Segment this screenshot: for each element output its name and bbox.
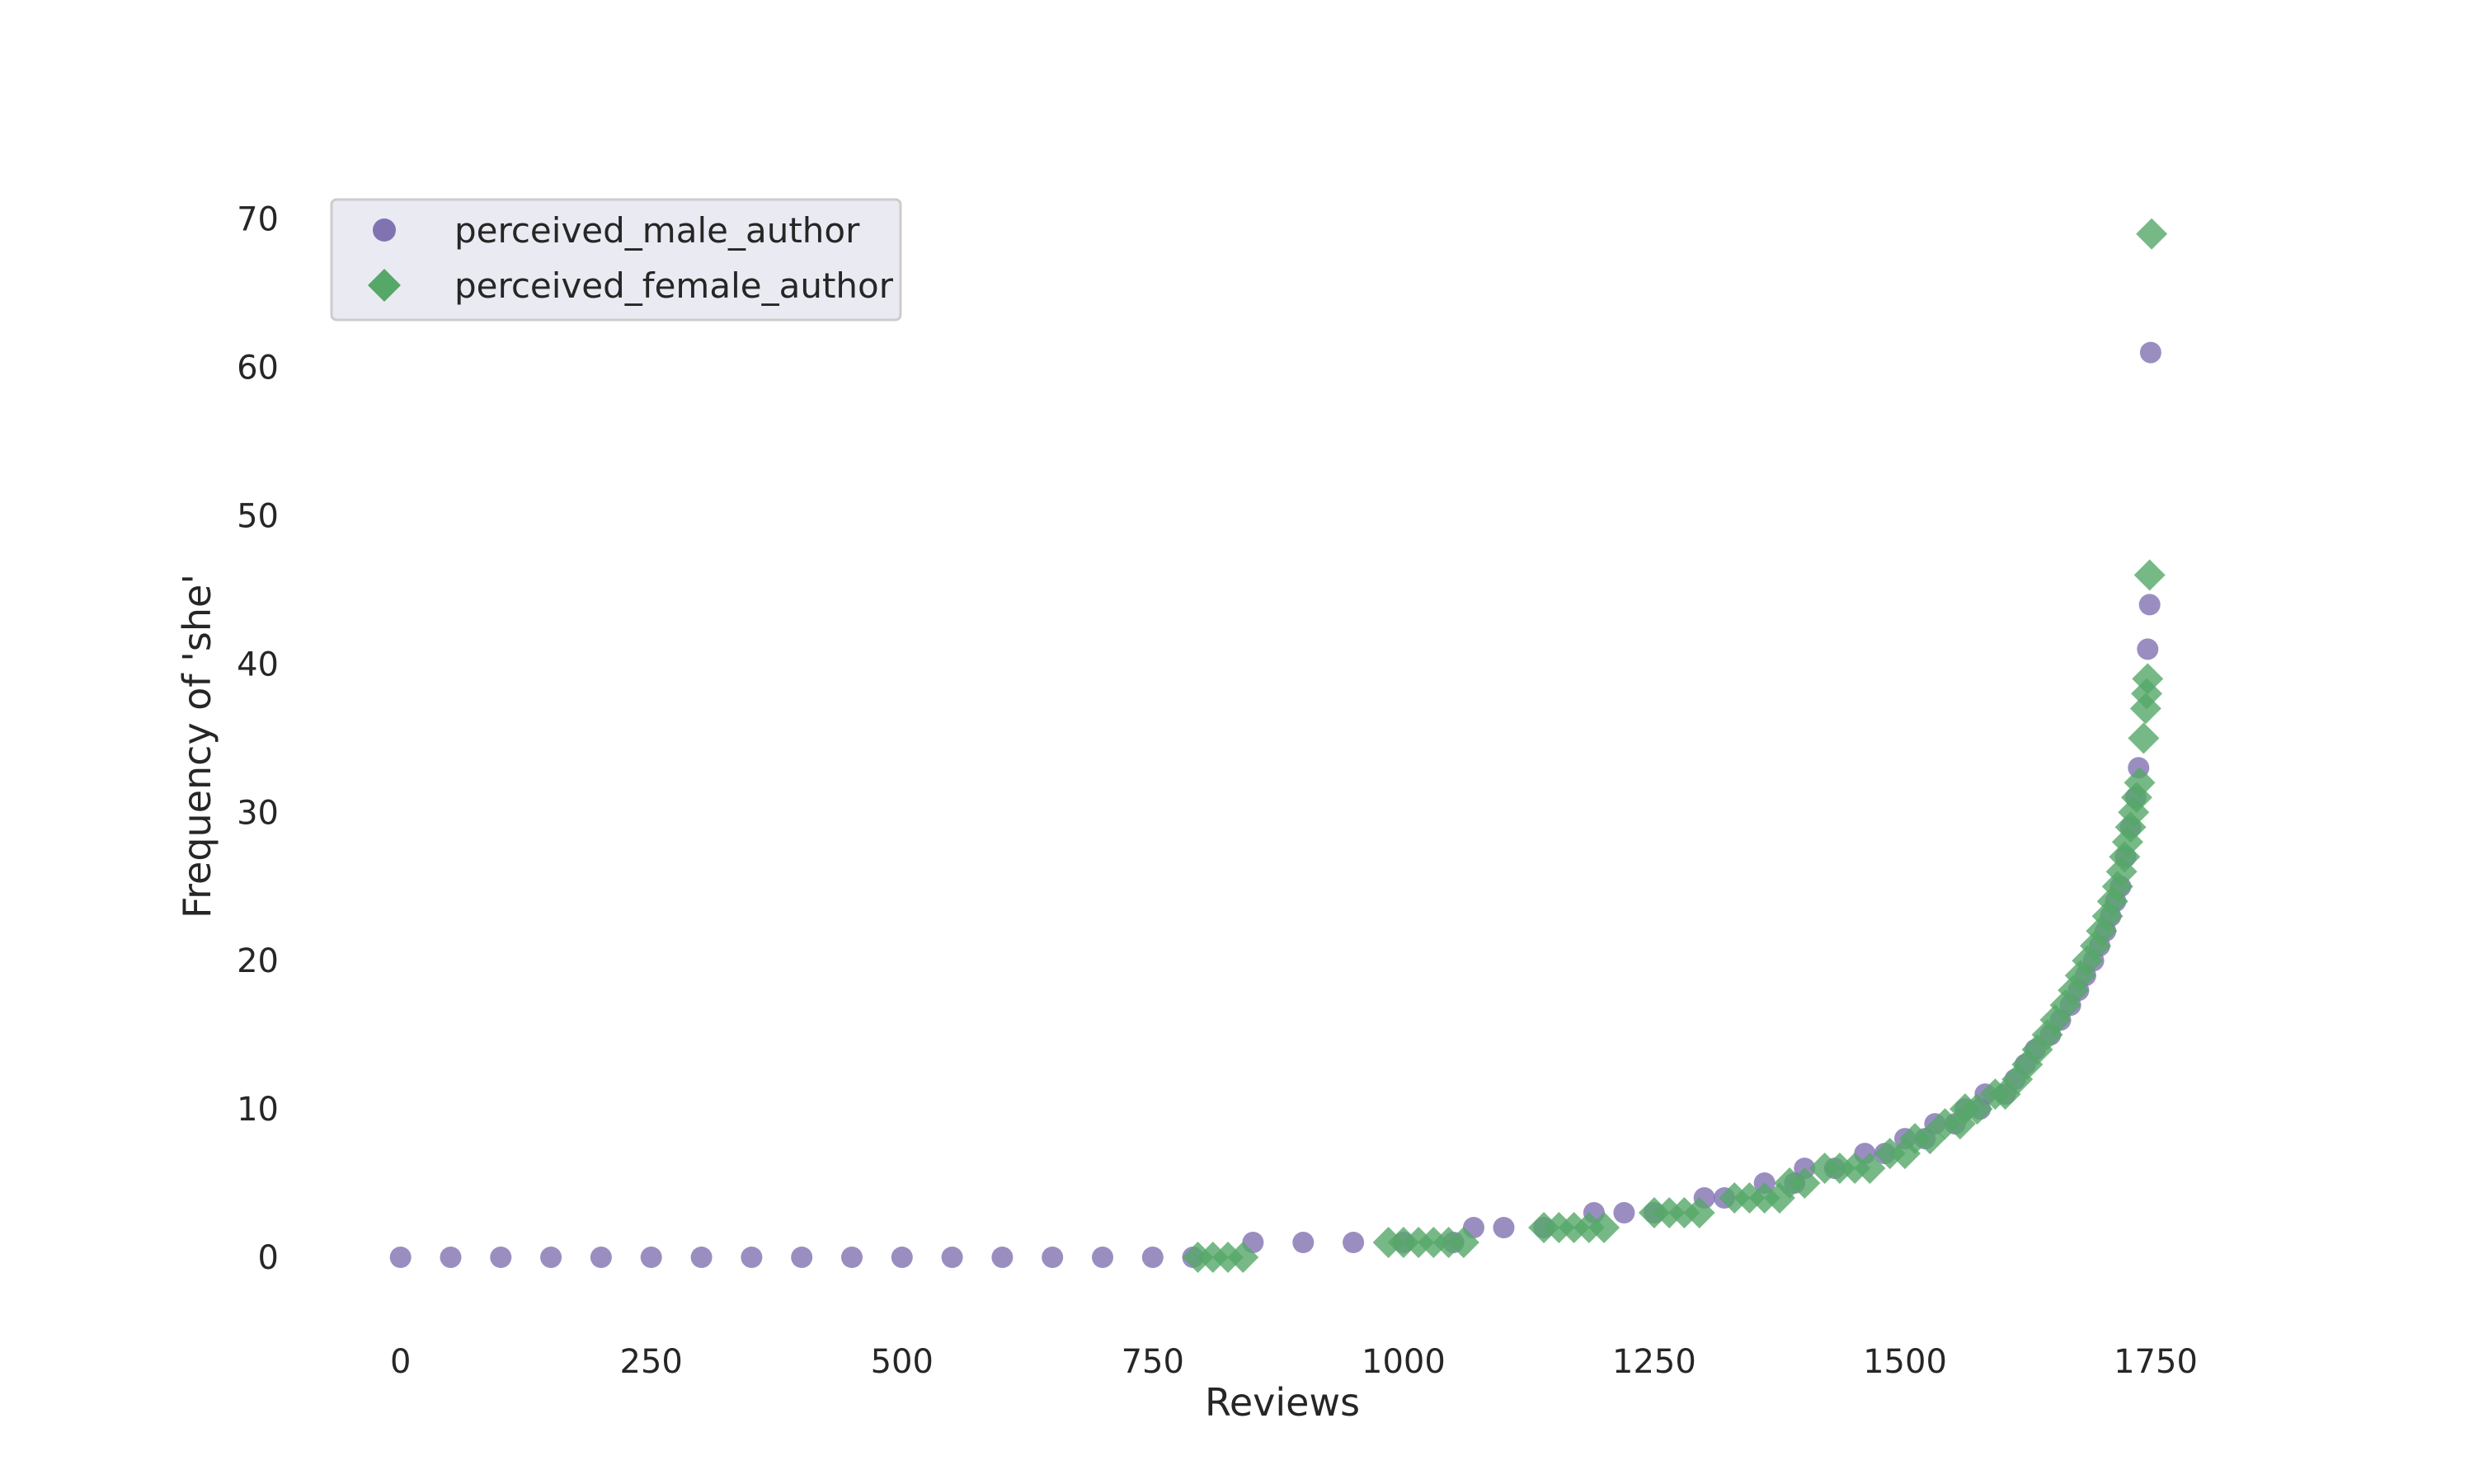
male-point (490, 1247, 512, 1268)
y-tick-label: 60 (237, 350, 279, 387)
data-marks (389, 218, 2168, 1273)
legend: perceived_male_author perceived_female_a… (330, 198, 902, 322)
female-point (1447, 1227, 1479, 1259)
male-point (941, 1247, 963, 1268)
male-point (1613, 1202, 1635, 1223)
y-tick-label: 20 (237, 942, 279, 980)
male-point (741, 1247, 763, 1268)
female-point (2133, 559, 2166, 591)
x-tick-label: 1250 (1612, 1343, 1696, 1381)
female-point (1227, 1242, 1259, 1273)
male-point (690, 1247, 713, 1268)
y-tick-label: 50 (237, 498, 279, 536)
male-point (1092, 1247, 1113, 1268)
x-tick-label: 750 (1122, 1343, 1184, 1381)
male-point (841, 1247, 863, 1268)
male-point (1493, 1217, 1515, 1238)
male-point (1292, 1232, 1315, 1253)
male-point (1141, 1247, 1164, 1268)
x-tick-label: 250 (620, 1343, 683, 1381)
x-tick-label: 1500 (1863, 1343, 1947, 1381)
male-point (640, 1247, 662, 1268)
y-tick-label: 30 (237, 794, 279, 832)
legend-box (330, 198, 902, 322)
y-axis-label: Frequency of 'she' (175, 574, 219, 918)
female-point (2128, 722, 2160, 754)
male-point (791, 1247, 813, 1268)
male-point (991, 1247, 1014, 1268)
female-point (1789, 1167, 1821, 1200)
male-point (2138, 594, 2161, 616)
male-point (440, 1247, 462, 1268)
y-axis-ticks: 0 10 20 30 40 50 60 70 (237, 201, 279, 1277)
male-point (891, 1247, 913, 1268)
y-tick-label: 10 (237, 1091, 279, 1129)
legend-female-label: perceived_female_author (454, 265, 894, 306)
legend-male-label: perceived_male_author (454, 210, 860, 251)
y-tick-label: 0 (258, 1239, 279, 1277)
y-tick-label: 40 (237, 646, 279, 683)
x-axis-label: Reviews (1205, 1380, 1360, 1425)
male-point (2139, 341, 2161, 364)
male-point (540, 1247, 562, 1268)
legend-male-marker (373, 218, 396, 242)
male-point (1343, 1232, 1365, 1253)
female-point (2124, 767, 2156, 799)
x-axis-ticks: 0 250 500 750 1000 1250 1500 1750 (390, 1343, 2198, 1381)
y-tick-label: 70 (237, 201, 279, 239)
male-point (389, 1247, 412, 1268)
female-point (2132, 663, 2164, 695)
female-point (1683, 1197, 1715, 1229)
legend-female-marker (368, 269, 401, 302)
female-point (2136, 218, 2168, 250)
female-point (1961, 1093, 1993, 1125)
female-point (1854, 1153, 1886, 1185)
male-point (1042, 1247, 1064, 1268)
female-point (1588, 1212, 1620, 1244)
male-point (2137, 638, 2159, 660)
x-tick-label: 1750 (2114, 1343, 2198, 1381)
male-point (590, 1247, 612, 1268)
x-tick-label: 0 (390, 1343, 411, 1381)
x-tick-label: 1000 (1362, 1343, 1446, 1381)
x-tick-label: 500 (871, 1343, 934, 1381)
